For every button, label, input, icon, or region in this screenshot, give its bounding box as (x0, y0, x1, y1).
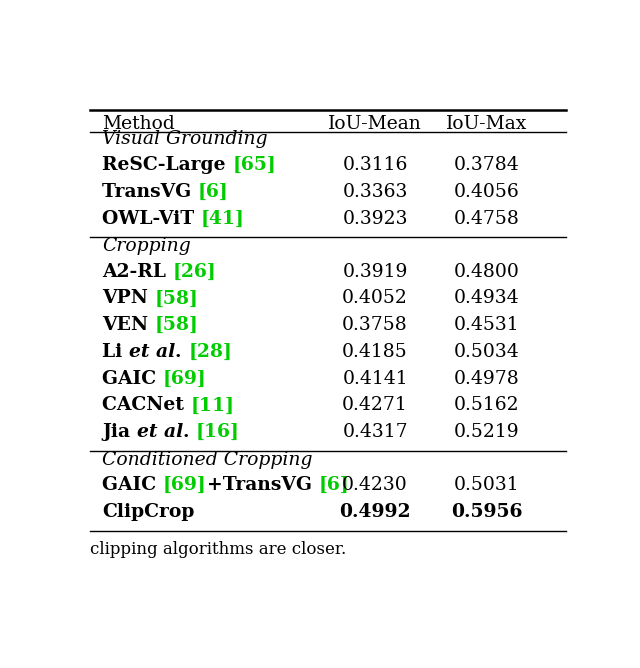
Text: 0.4934: 0.4934 (454, 289, 520, 307)
Text: [69]: [69] (163, 369, 207, 387)
Text: [69]: [69] (163, 476, 207, 494)
Text: 0.5162: 0.5162 (454, 396, 520, 414)
Text: 0.3116: 0.3116 (342, 156, 408, 174)
Text: 0.4185: 0.4185 (342, 343, 408, 361)
Text: et al: et al (129, 343, 175, 361)
Text: clipping algorithms are closer.: clipping algorithms are closer. (90, 541, 346, 558)
Text: 0.4141: 0.4141 (342, 369, 408, 387)
Text: 0.4052: 0.4052 (342, 289, 408, 307)
Text: et al: et al (137, 424, 183, 441)
Text: [58]: [58] (155, 316, 199, 334)
Text: 0.5034: 0.5034 (454, 343, 520, 361)
Text: TransVG: TransVG (102, 183, 198, 201)
Text: Jia: Jia (102, 424, 137, 441)
Text: VEN: VEN (102, 316, 155, 334)
Text: Cropping: Cropping (102, 237, 191, 255)
Text: 0.5956: 0.5956 (451, 503, 522, 521)
Text: 0.3923: 0.3923 (342, 210, 408, 228)
Text: GAIC: GAIC (102, 369, 163, 387)
Text: Visual Grounding: Visual Grounding (102, 130, 268, 148)
Text: ClipCrop: ClipCrop (102, 503, 195, 521)
Text: [65]: [65] (232, 156, 276, 174)
Text: [41]: [41] (201, 210, 245, 228)
Text: GAIC: GAIC (102, 476, 163, 494)
Text: 0.4230: 0.4230 (342, 476, 408, 494)
Text: 0.3758: 0.3758 (342, 316, 408, 334)
Text: [16]: [16] (196, 424, 240, 441)
Text: [6]: [6] (318, 476, 349, 494)
Text: .: . (175, 343, 188, 361)
Text: 0.4992: 0.4992 (339, 503, 411, 521)
Text: OWL-ViT: OWL-ViT (102, 210, 201, 228)
Text: 0.4800: 0.4800 (454, 263, 520, 281)
Text: [6]: [6] (198, 183, 229, 201)
Text: 0.4758: 0.4758 (454, 210, 520, 228)
Text: IoU-Max: IoU-Max (446, 115, 527, 133)
Text: IoU-Mean: IoU-Mean (328, 115, 422, 133)
Text: 0.3363: 0.3363 (342, 183, 408, 201)
Text: 0.4271: 0.4271 (342, 396, 408, 414)
Text: 0.5031: 0.5031 (454, 476, 520, 494)
Text: [58]: [58] (155, 289, 198, 307)
Text: 0.3784: 0.3784 (454, 156, 520, 174)
Text: 0.5219: 0.5219 (454, 424, 520, 441)
Text: ReSC-Large: ReSC-Large (102, 156, 232, 174)
Text: A2-RL: A2-RL (102, 263, 173, 281)
Text: 0.4978: 0.4978 (454, 369, 520, 387)
Text: 0.4531: 0.4531 (454, 316, 520, 334)
Text: Li: Li (102, 343, 129, 361)
Text: 0.4056: 0.4056 (454, 183, 520, 201)
Text: [28]: [28] (188, 343, 232, 361)
Text: Method: Method (102, 115, 175, 133)
Text: CACNet: CACNet (102, 396, 191, 414)
Text: +TransVG: +TransVG (207, 476, 318, 494)
Text: Conditioned Cropping: Conditioned Cropping (102, 451, 313, 469)
Text: .: . (183, 424, 196, 441)
Text: [11]: [11] (191, 396, 235, 414)
Text: 0.4317: 0.4317 (342, 424, 408, 441)
Text: 0.3919: 0.3919 (342, 263, 408, 281)
Text: VPN: VPN (102, 289, 155, 307)
Text: [26]: [26] (173, 263, 216, 281)
